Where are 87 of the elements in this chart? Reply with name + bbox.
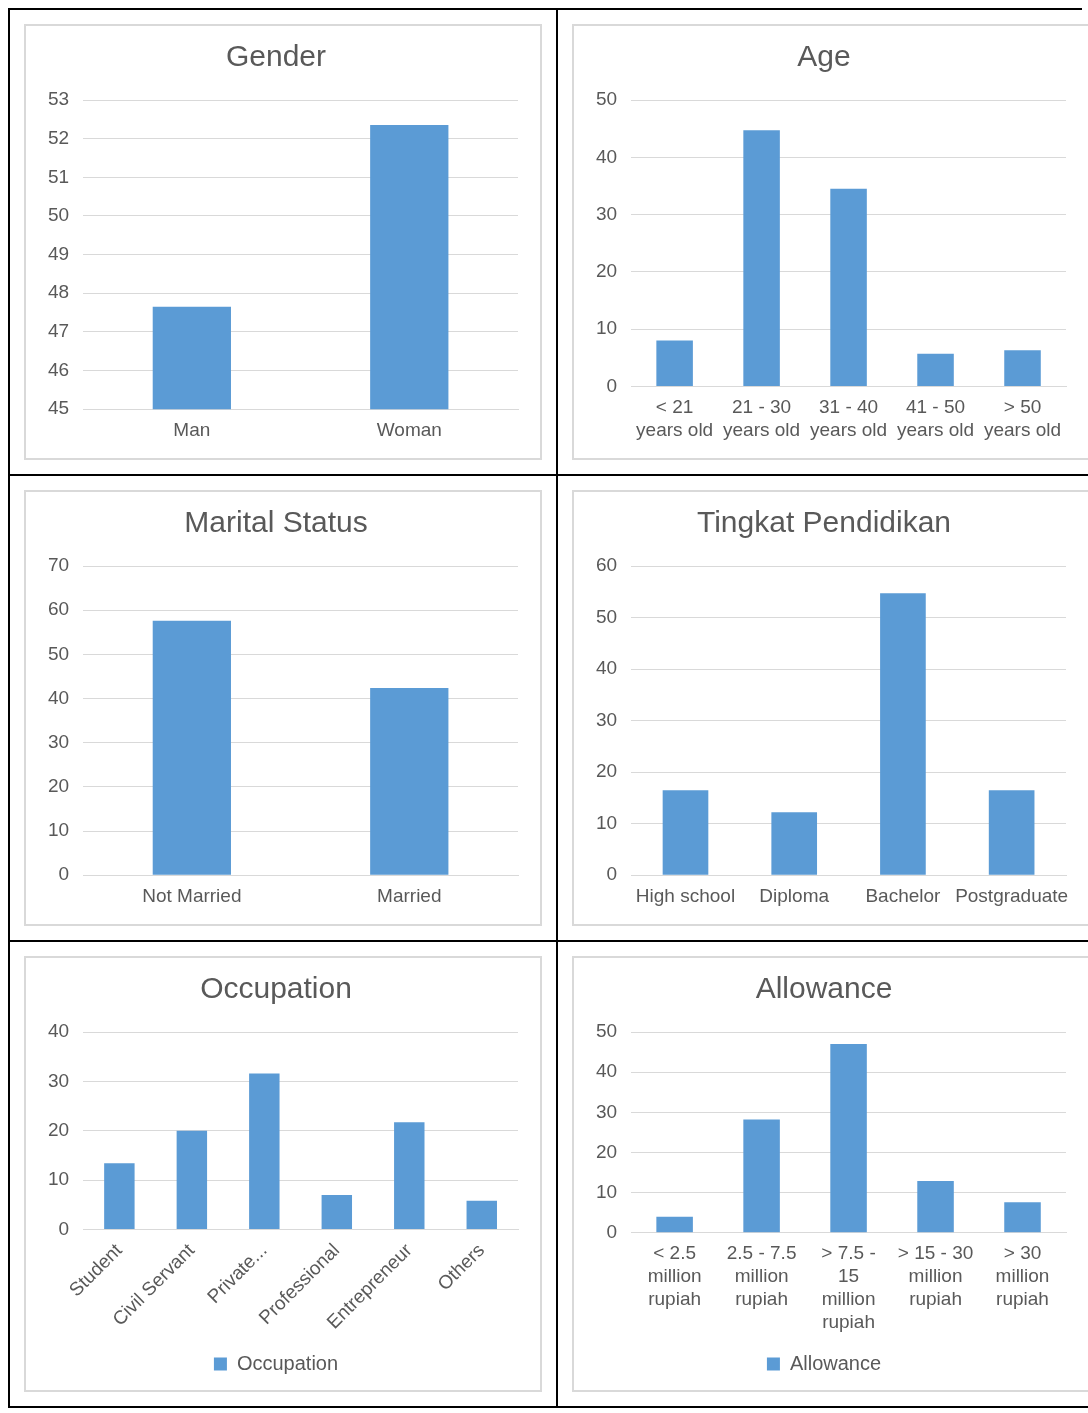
bar [988, 790, 1035, 875]
bar [466, 1200, 497, 1229]
bar [656, 340, 693, 386]
bar [830, 1044, 867, 1233]
y-tick-label: 10 [595, 1180, 618, 1202]
y-tick-label: 20 [595, 1140, 618, 1162]
y-tick-label: 0 [606, 863, 618, 885]
y-tick-label: 20 [595, 760, 618, 782]
y-tick-label: 40 [47, 1020, 70, 1042]
x-tick-label: > 50 years old [983, 396, 1062, 440]
y-tick-label: 50 [47, 642, 70, 664]
y-tick-label: 20 [47, 775, 70, 797]
chart-title: Marital Status [184, 505, 368, 539]
y-tick-label: 40 [47, 686, 70, 708]
y-tick-label: 30 [595, 202, 618, 224]
y-tick-label: 50 [595, 1020, 618, 1042]
y-tick-label: 20 [47, 1118, 70, 1140]
x-tick-label: 31 - 40 years old [810, 396, 888, 440]
bar [917, 1180, 954, 1233]
y-tick-label: 49 [47, 242, 70, 264]
y-tick-label: 45 [47, 397, 70, 419]
x-tick-label: < 2.5 million rupiah [647, 1242, 702, 1310]
bar [662, 790, 709, 875]
y-tick-label: 10 [47, 1168, 70, 1190]
x-tick-label: Postgraduate [955, 884, 1069, 906]
y-tick-label: 10 [47, 819, 70, 841]
y-tick-label: 40 [595, 145, 618, 167]
y-tick-label: 0 [58, 863, 70, 885]
bar [104, 1163, 135, 1229]
x-tick-label: Woman [376, 418, 442, 440]
y-tick-label: 52 [47, 126, 70, 148]
x-tick-label: Diploma [759, 884, 830, 906]
x-tick-label: < 21 years old [636, 396, 714, 440]
y-tick-label: 30 [595, 1100, 618, 1122]
y-tick-label: 10 [595, 811, 618, 833]
bar [249, 1073, 280, 1229]
y-tick-label: 30 [47, 1069, 70, 1091]
bar [1004, 1202, 1041, 1233]
y-tick-label: 48 [47, 281, 70, 303]
chart-title: Occupation [200, 971, 352, 1005]
y-tick-label: 50 [47, 204, 70, 226]
y-tick-label: 60 [595, 554, 618, 576]
bar [1004, 350, 1041, 386]
bar [394, 1122, 425, 1229]
y-tick-label: 70 [47, 554, 70, 576]
y-tick-label: 20 [595, 260, 618, 282]
y-tick-label: 60 [47, 598, 70, 620]
y-tick-label: 50 [595, 605, 618, 627]
x-tick-label: High school [635, 884, 736, 906]
legend-label: Occupation [236, 1351, 339, 1374]
x-tick-label: Bachelor [865, 884, 942, 906]
y-tick-label: 30 [595, 708, 618, 730]
x-tick-label: 41 - 50 years old [896, 396, 975, 440]
y-tick-label: 30 [47, 730, 70, 752]
x-tick-label: > 15 - 30 million rupiah [897, 1242, 974, 1310]
chart-title: Age [797, 39, 851, 73]
legend-label: Allowance [789, 1351, 882, 1374]
bar [771, 812, 818, 875]
y-tick-label: 47 [47, 320, 70, 342]
y-tick-label: 50 [595, 88, 618, 110]
y-tick-label: 10 [595, 317, 618, 339]
y-tick-label: 40 [595, 1060, 618, 1082]
x-tick-label: 21 - 30 years old [723, 396, 801, 440]
x-tick-label: Not Married [142, 884, 242, 906]
bar [880, 593, 926, 875]
x-tick-label: > 30 million rupiah [995, 1242, 1050, 1310]
chart-title: Allowance [755, 971, 893, 1005]
bar [656, 1216, 693, 1233]
y-tick-label: 0 [606, 374, 618, 396]
bar [830, 188, 867, 386]
bar [743, 130, 780, 386]
y-tick-label: 53 [47, 88, 70, 110]
bar [321, 1194, 353, 1229]
x-tick-label: 2.5 - 7.5 million rupiah [726, 1242, 797, 1310]
y-tick-label: 40 [595, 657, 618, 679]
x-tick-label: Married [377, 884, 442, 906]
x-tick-label: > 7.5 - 15 million rupiah [821, 1242, 876, 1332]
y-tick-label: 46 [47, 358, 70, 380]
chart-title: Tingkat Pendidikan [696, 505, 952, 539]
bar [743, 1119, 780, 1233]
bar [917, 353, 954, 386]
bar [176, 1130, 208, 1229]
y-tick-label: 0 [606, 1221, 618, 1243]
y-tick-label: 0 [58, 1217, 70, 1239]
x-tick-label: Man [173, 418, 211, 440]
y-tick-label: 51 [47, 165, 70, 187]
chart-title: Gender [225, 39, 327, 73]
